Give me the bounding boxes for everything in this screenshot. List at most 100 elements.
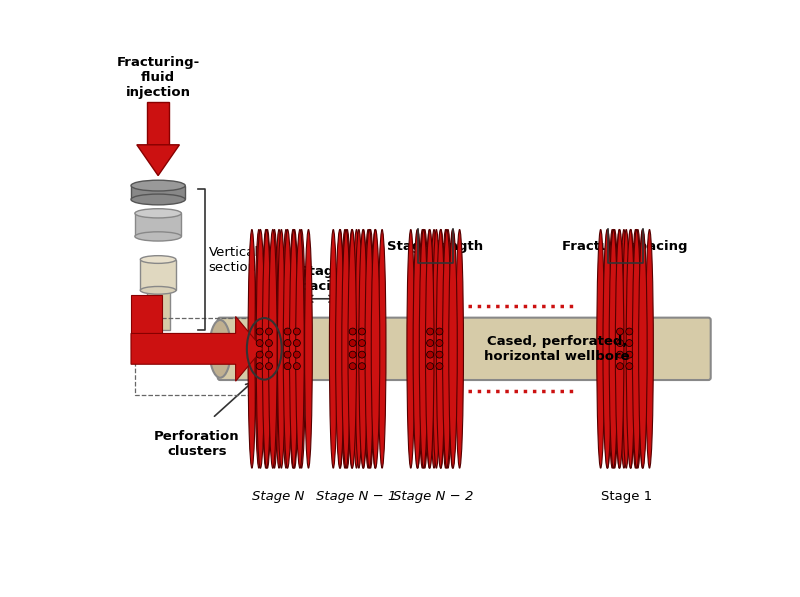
Ellipse shape	[248, 229, 256, 468]
Ellipse shape	[298, 229, 306, 468]
Circle shape	[294, 340, 300, 346]
Ellipse shape	[638, 229, 647, 468]
Ellipse shape	[622, 229, 630, 468]
Ellipse shape	[336, 229, 344, 468]
Ellipse shape	[419, 229, 428, 468]
Circle shape	[426, 340, 434, 346]
Ellipse shape	[609, 229, 618, 468]
Circle shape	[266, 363, 273, 370]
Text: Stage N: Stage N	[252, 490, 305, 503]
Circle shape	[349, 363, 356, 370]
Ellipse shape	[366, 229, 374, 468]
Ellipse shape	[135, 209, 182, 218]
Text: Stage N − 2: Stage N − 2	[393, 490, 474, 503]
Circle shape	[284, 363, 291, 370]
Circle shape	[436, 340, 443, 346]
Ellipse shape	[305, 229, 312, 468]
Ellipse shape	[413, 229, 422, 468]
Ellipse shape	[426, 229, 434, 468]
Ellipse shape	[615, 229, 624, 468]
Ellipse shape	[282, 229, 290, 468]
Circle shape	[294, 351, 300, 358]
Ellipse shape	[256, 229, 265, 468]
Circle shape	[426, 363, 434, 370]
Ellipse shape	[456, 229, 463, 468]
Circle shape	[349, 351, 356, 358]
FancyBboxPatch shape	[147, 103, 169, 145]
Ellipse shape	[140, 287, 176, 294]
Ellipse shape	[371, 229, 380, 468]
FancyBboxPatch shape	[218, 318, 710, 380]
Text: Stage
spacing: Stage spacing	[292, 264, 350, 293]
Circle shape	[426, 351, 434, 358]
Ellipse shape	[140, 256, 176, 263]
Circle shape	[284, 351, 291, 358]
Circle shape	[626, 328, 633, 335]
Ellipse shape	[278, 229, 286, 468]
Circle shape	[426, 328, 434, 335]
Ellipse shape	[262, 229, 270, 468]
Ellipse shape	[378, 229, 386, 468]
Ellipse shape	[341, 229, 349, 468]
Ellipse shape	[360, 229, 367, 468]
Ellipse shape	[371, 229, 379, 468]
Ellipse shape	[627, 229, 634, 468]
Ellipse shape	[135, 232, 182, 241]
Ellipse shape	[330, 229, 337, 468]
Ellipse shape	[343, 229, 351, 468]
Ellipse shape	[275, 229, 283, 468]
Text: Cased, perforated,: Cased, perforated,	[487, 335, 627, 347]
Circle shape	[349, 340, 356, 346]
Circle shape	[256, 351, 263, 358]
Circle shape	[436, 351, 443, 358]
Ellipse shape	[449, 229, 457, 468]
Ellipse shape	[597, 229, 605, 468]
Bar	[140, 260, 176, 290]
Ellipse shape	[359, 229, 367, 468]
Circle shape	[617, 351, 623, 358]
Ellipse shape	[270, 229, 278, 468]
Ellipse shape	[269, 229, 277, 468]
Ellipse shape	[407, 229, 414, 468]
Bar	[131, 295, 162, 349]
Circle shape	[266, 351, 273, 358]
Circle shape	[294, 328, 300, 335]
Circle shape	[436, 363, 443, 370]
Ellipse shape	[263, 229, 271, 468]
Ellipse shape	[610, 229, 618, 468]
Circle shape	[284, 340, 291, 346]
Circle shape	[256, 328, 263, 335]
Circle shape	[256, 363, 263, 370]
Text: Stage length: Stage length	[387, 239, 483, 253]
Polygon shape	[137, 145, 179, 176]
Ellipse shape	[608, 229, 616, 468]
Ellipse shape	[433, 229, 440, 468]
Text: Perforation
clusters: Perforation clusters	[154, 430, 240, 458]
Ellipse shape	[342, 229, 350, 468]
Ellipse shape	[615, 229, 623, 468]
Text: Vertical
section: Vertical section	[209, 245, 258, 273]
Ellipse shape	[210, 320, 231, 378]
Polygon shape	[131, 316, 262, 381]
Circle shape	[284, 328, 291, 335]
Ellipse shape	[442, 229, 451, 468]
Ellipse shape	[426, 229, 434, 468]
Ellipse shape	[364, 229, 372, 468]
Ellipse shape	[633, 229, 641, 468]
Circle shape	[626, 340, 633, 346]
Ellipse shape	[646, 229, 654, 468]
Ellipse shape	[131, 180, 186, 191]
Ellipse shape	[620, 229, 628, 468]
Bar	[135, 213, 182, 236]
Circle shape	[294, 363, 300, 370]
Ellipse shape	[353, 229, 361, 468]
Ellipse shape	[290, 229, 298, 468]
Ellipse shape	[604, 229, 611, 468]
Ellipse shape	[336, 229, 344, 468]
Text: horizontal wellbore: horizontal wellbore	[485, 350, 630, 363]
Ellipse shape	[290, 229, 298, 468]
Circle shape	[358, 351, 366, 358]
Ellipse shape	[255, 229, 262, 468]
Ellipse shape	[262, 229, 271, 468]
Ellipse shape	[603, 229, 611, 468]
